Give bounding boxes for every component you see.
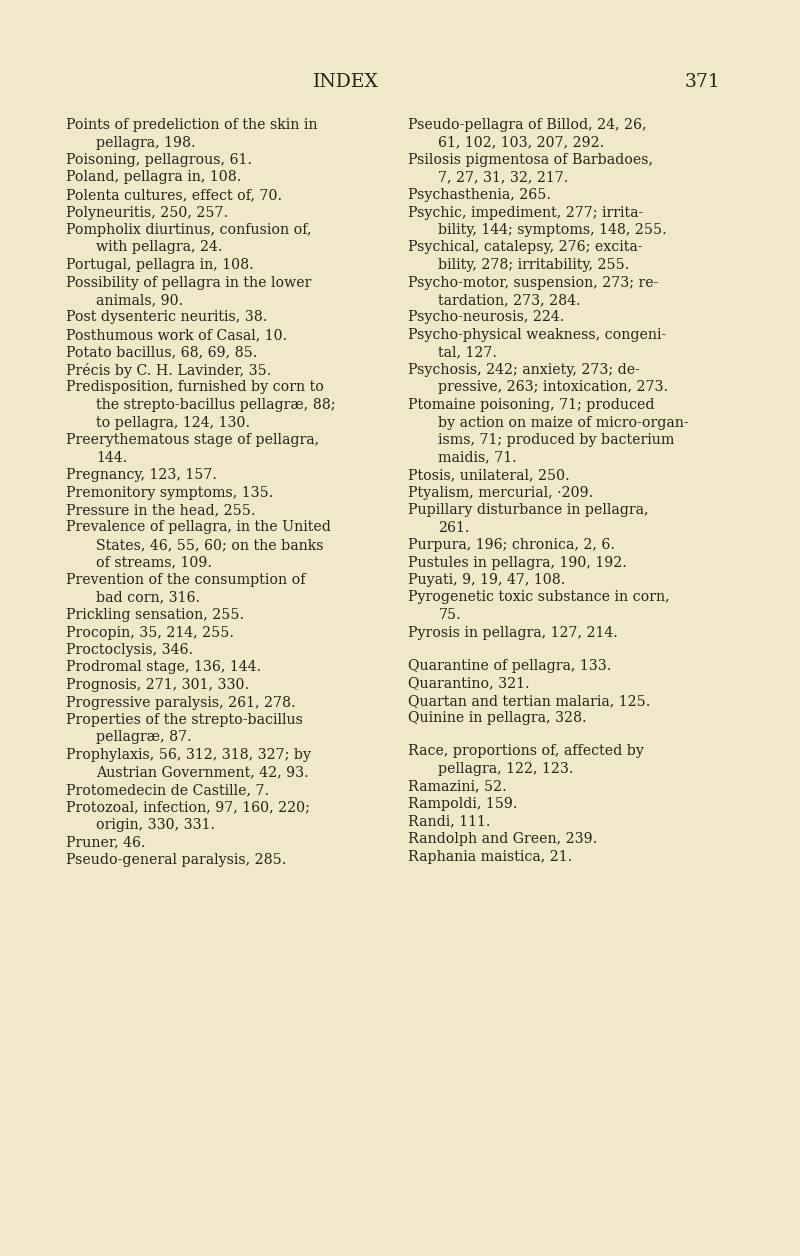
Text: maidis, 71.: maidis, 71. — [438, 451, 517, 465]
Text: States, 46, 55, 60; on the banks: States, 46, 55, 60; on the banks — [96, 538, 323, 551]
Text: tardation, 273, 284.: tardation, 273, 284. — [438, 293, 581, 306]
Text: Portugal, pellagra in, 108.: Portugal, pellagra in, 108. — [66, 257, 254, 273]
Text: Post dysenteric neuritis, 38.: Post dysenteric neuritis, 38. — [66, 310, 267, 324]
Text: 371: 371 — [685, 73, 721, 90]
Text: Polenta cultures, effect of, 70.: Polenta cultures, effect of, 70. — [66, 188, 282, 202]
Text: Psychical, catalepsy, 276; excita-: Psychical, catalepsy, 276; excita- — [408, 240, 642, 255]
Text: Pyrogenetic toxic substance in corn,: Pyrogenetic toxic substance in corn, — [408, 590, 670, 604]
Text: Puyati, 9, 19, 47, 108.: Puyati, 9, 19, 47, 108. — [408, 573, 566, 587]
Text: Potato bacillus, 68, 69, 85.: Potato bacillus, 68, 69, 85. — [66, 345, 257, 359]
Text: Points of predeliction of the skin in: Points of predeliction of the skin in — [66, 118, 317, 132]
Text: Premonitory symptoms, 135.: Premonitory symptoms, 135. — [66, 486, 273, 500]
Text: 61, 102, 103, 207, 292.: 61, 102, 103, 207, 292. — [438, 136, 605, 149]
Text: animals, 90.: animals, 90. — [96, 293, 183, 306]
Text: Ramazini, 52.: Ramazini, 52. — [408, 780, 506, 794]
Text: bad corn, 316.: bad corn, 316. — [96, 590, 200, 604]
Text: 7, 27, 31, 32, 217.: 7, 27, 31, 32, 217. — [438, 171, 569, 185]
Text: Properties of the strepto-bacillus: Properties of the strepto-bacillus — [66, 713, 302, 727]
Text: Rampoldi, 159.: Rampoldi, 159. — [408, 798, 518, 811]
Text: Pruner, 46.: Pruner, 46. — [66, 835, 146, 849]
Text: Psychosis, 242; anxiety, 273; de-: Psychosis, 242; anxiety, 273; de- — [408, 363, 640, 377]
Text: with pellagra, 24.: with pellagra, 24. — [96, 240, 222, 255]
Text: pellagræ, 87.: pellagræ, 87. — [96, 731, 192, 745]
Text: Quinine in pellagra, 328.: Quinine in pellagra, 328. — [408, 711, 586, 725]
Text: pressive, 263; intoxication, 273.: pressive, 263; intoxication, 273. — [438, 381, 669, 394]
Text: Protomedecin de Castille, 7.: Protomedecin de Castille, 7. — [66, 782, 269, 798]
Text: to pellagra, 124, 130.: to pellagra, 124, 130. — [96, 416, 250, 430]
Text: Pustules in pellagra, 190, 192.: Pustules in pellagra, 190, 192. — [408, 555, 627, 569]
Text: pellagra, 122, 123.: pellagra, 122, 123. — [438, 762, 574, 776]
Text: Pyrosis in pellagra, 127, 214.: Pyrosis in pellagra, 127, 214. — [408, 625, 618, 639]
Text: Progressive paralysis, 261, 278.: Progressive paralysis, 261, 278. — [66, 696, 295, 710]
Text: isms, 71; produced by bacterium: isms, 71; produced by bacterium — [438, 433, 674, 447]
Text: Ptyalism, mercurial, ·209.: Ptyalism, mercurial, ·209. — [408, 486, 594, 500]
Text: 75.: 75. — [438, 608, 461, 622]
Text: bility, 278; irritability, 255.: bility, 278; irritability, 255. — [438, 257, 630, 273]
Text: Randolph and Green, 239.: Randolph and Green, 239. — [408, 831, 598, 847]
Text: Raphania maistica, 21.: Raphania maistica, 21. — [408, 849, 572, 864]
Text: Psycho-neurosis, 224.: Psycho-neurosis, 224. — [408, 310, 564, 324]
Text: Psychic, impediment, 277; irrita-: Psychic, impediment, 277; irrita- — [408, 206, 643, 220]
Text: 144.: 144. — [96, 451, 127, 465]
Text: pellagra, 198.: pellagra, 198. — [96, 136, 196, 149]
Text: Quarantino, 321.: Quarantino, 321. — [408, 676, 530, 691]
Text: origin, 330, 331.: origin, 330, 331. — [96, 818, 215, 831]
Text: Prophylaxis, 56, 312, 318, 327; by: Prophylaxis, 56, 312, 318, 327; by — [66, 749, 310, 762]
Text: Prickling sensation, 255.: Prickling sensation, 255. — [66, 608, 244, 622]
Text: Race, proportions of, affected by: Race, proportions of, affected by — [408, 745, 644, 759]
Text: Psycho-motor, suspension, 273; re-: Psycho-motor, suspension, 273; re- — [408, 275, 658, 289]
Text: Ptosis, unilateral, 250.: Ptosis, unilateral, 250. — [408, 468, 570, 482]
Text: bility, 144; symptoms, 148, 255.: bility, 144; symptoms, 148, 255. — [438, 224, 667, 237]
Text: Purpura, 196; chronica, 2, 6.: Purpura, 196; chronica, 2, 6. — [408, 538, 615, 551]
Text: INDEX: INDEX — [313, 73, 379, 90]
Text: Preerythematous stage of pellagra,: Preerythematous stage of pellagra, — [66, 433, 318, 447]
Text: Pompholix diurtinus, confusion of,: Pompholix diurtinus, confusion of, — [66, 224, 311, 237]
Text: Quarantine of pellagra, 133.: Quarantine of pellagra, 133. — [408, 658, 611, 673]
Text: Poland, pellagra in, 108.: Poland, pellagra in, 108. — [66, 171, 241, 185]
Text: Prevalence of pellagra, in the United: Prevalence of pellagra, in the United — [66, 520, 330, 535]
Text: Protozoal, infection, 97, 160, 220;: Protozoal, infection, 97, 160, 220; — [66, 800, 310, 814]
Text: Austrian Government, 42, 93.: Austrian Government, 42, 93. — [96, 765, 309, 780]
Text: Pseudo-general paralysis, 285.: Pseudo-general paralysis, 285. — [66, 853, 286, 867]
Text: Prevention of the consumption of: Prevention of the consumption of — [66, 573, 305, 587]
Text: by action on maize of micro-organ-: by action on maize of micro-organ- — [438, 416, 689, 430]
Text: Posthumous work of Casal, 10.: Posthumous work of Casal, 10. — [66, 328, 287, 342]
Text: of streams, 109.: of streams, 109. — [96, 555, 212, 569]
Text: Psychasthenia, 265.: Psychasthenia, 265. — [408, 188, 551, 202]
Text: Prodromal stage, 136, 144.: Prodromal stage, 136, 144. — [66, 661, 261, 674]
Text: Proctoclysis, 346.: Proctoclysis, 346. — [66, 643, 193, 657]
Text: 261.: 261. — [438, 520, 470, 535]
Text: Psycho-physical weakness, congeni-: Psycho-physical weakness, congeni- — [408, 328, 666, 342]
Text: Predisposition, furnished by corn to: Predisposition, furnished by corn to — [66, 381, 323, 394]
Text: Précis by C. H. Lavinder, 35.: Précis by C. H. Lavinder, 35. — [66, 363, 271, 378]
Text: Pressure in the head, 255.: Pressure in the head, 255. — [66, 502, 255, 517]
Text: Randi, 111.: Randi, 111. — [408, 814, 490, 829]
Text: Procopin, 35, 214, 255.: Procopin, 35, 214, 255. — [66, 625, 234, 639]
Text: Poisoning, pellagrous, 61.: Poisoning, pellagrous, 61. — [66, 153, 252, 167]
Text: Pupillary disturbance in pellagra,: Pupillary disturbance in pellagra, — [408, 502, 649, 517]
Text: the strepto-bacillus pellagræ, 88;: the strepto-bacillus pellagræ, 88; — [96, 398, 335, 412]
Text: Pseudo-pellagra of Billod, 24, 26,: Pseudo-pellagra of Billod, 24, 26, — [408, 118, 646, 132]
Text: Ptomaine poisoning, 71; produced: Ptomaine poisoning, 71; produced — [408, 398, 654, 412]
Text: tal, 127.: tal, 127. — [438, 345, 498, 359]
Text: Quartan and tertian malaria, 125.: Quartan and tertian malaria, 125. — [408, 693, 650, 707]
Text: Prognosis, 271, 301, 330.: Prognosis, 271, 301, 330. — [66, 678, 249, 692]
Text: Possibility of pellagra in the lower: Possibility of pellagra in the lower — [66, 275, 311, 289]
Text: Polyneuritis, 250, 257.: Polyneuritis, 250, 257. — [66, 206, 228, 220]
Text: Psilosis pigmentosa of Barbadoes,: Psilosis pigmentosa of Barbadoes, — [408, 153, 653, 167]
Text: Pregnancy, 123, 157.: Pregnancy, 123, 157. — [66, 468, 217, 482]
